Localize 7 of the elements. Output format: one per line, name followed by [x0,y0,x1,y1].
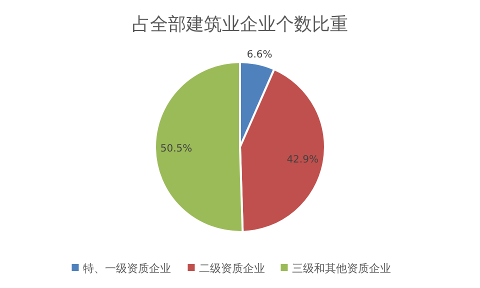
data-label: 6.6% [246,49,272,60]
chart-title: 占全部建筑业企业个数比重 [132,14,348,35]
data-label: 50.5% [160,144,192,154]
legend-label: 特、一级资质企业 [82,262,171,275]
data-label: 42.9% [286,154,318,166]
legend-label: 二级资质企业 [198,262,265,275]
legend-label: 三级和其他资质企业 [292,262,391,275]
